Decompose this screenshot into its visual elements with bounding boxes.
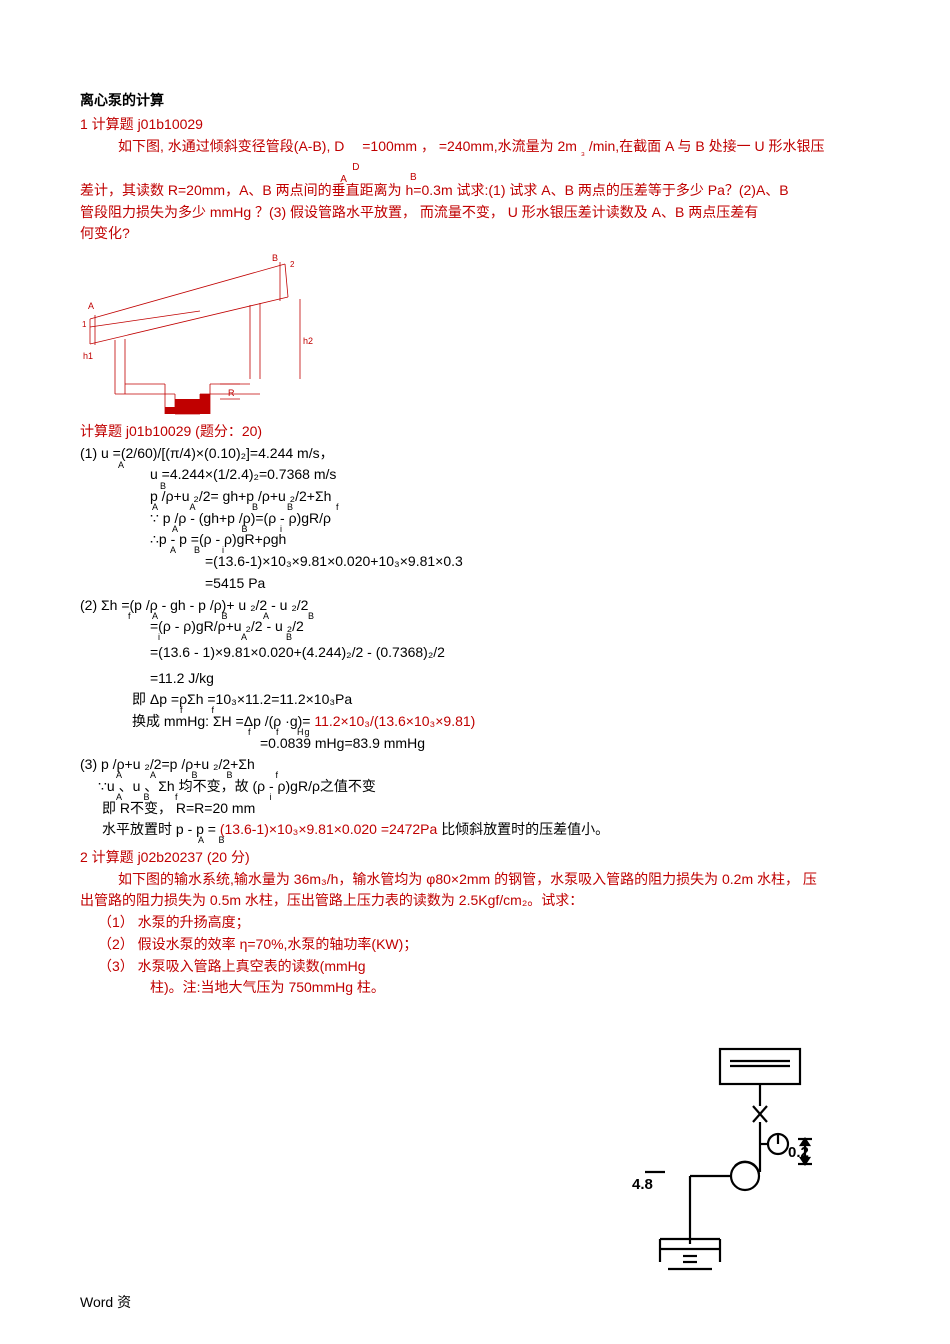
problem2-l5: （3） 水泵吸入管路上真空表的读数(mmHg xyxy=(80,956,870,978)
calc-l9-subs: i A B xyxy=(158,631,293,645)
calc-l3: p /ρ+u ₂/2= gh+p /ρ+u ₂/2+Σh A A B B f xyxy=(80,486,870,508)
p1-sub-D: D xyxy=(352,160,359,176)
calc-l9: =(ρ - ρ)gR/ρ+u ₂/2 - u ₂/2 i A B xyxy=(80,616,870,638)
p2-l1-text: 如下图的输水系统,输水量为 36m₃/h，输水管均为 φ80×2mm 的钢管，水… xyxy=(118,871,817,887)
calc-l13b-text: 11.2×10₃/(13.6×10₃×9.81) xyxy=(314,713,475,729)
svg-text:B: B xyxy=(272,253,278,263)
diagram-pipe-manometer: h1 h2 R A 1 2 B xyxy=(80,249,335,419)
svg-text:1: 1 xyxy=(82,320,87,329)
calc-l1: (1) u =(2/60)/[(π/4)×(0.10)₂]=4.244 m/s，… xyxy=(80,443,870,465)
calc-l4: ∵ p /ρ - (gh+p /ρ)=(ρ - ρ)gR/ρ A B i xyxy=(80,508,870,530)
p1-sub3-label: ₃ xyxy=(581,146,585,157)
diagram2-label-02: 0.2 xyxy=(788,1144,809,1161)
p1-sub-B: B xyxy=(410,170,417,186)
calc-l2: u =4.244×(1/2.4)₂=0.7368 m/s B xyxy=(80,464,870,486)
calc-l5: ∴p - p =(ρ - ρ)gR+ρgh A B i xyxy=(80,529,870,551)
calc-l13-subs: f f Hg xyxy=(248,726,311,740)
calc-l18: 水平放置时 p - p = (13.6-1)×10₃×9.81×0.020 =2… xyxy=(80,819,870,841)
svg-text:2: 2 xyxy=(290,260,295,269)
problem2-l4: （2） 假设水泵的效率 η=70%,水泵的轴功率(KW)； xyxy=(80,934,870,956)
problem2-l1: 如下图的输水系统,输水量为 36m₃/h，输水管均为 φ80×2mm 的钢管，水… xyxy=(80,869,870,891)
footer-text: Word 资 xyxy=(80,1292,131,1312)
svg-text:h2: h2 xyxy=(303,336,313,346)
calc-l10: =(13.6 - 1)×9.81×0.020+(4.244)₂/2 - (0.7… xyxy=(80,642,870,664)
p1-l2b: =100mm ， =240mm,水流量为 2m xyxy=(348,138,577,154)
svg-text:h1: h1 xyxy=(83,351,93,361)
calc-l12-text: 即 Δp =ρΣh =10₃×11.2=11.2×10₃Pa xyxy=(132,691,352,707)
calc-l15: (3) p /ρ+u ₂/2=p /ρ+u ₂/2+Σh A A B B f xyxy=(80,754,870,776)
calc-l8: (2) Σh =(p /ρ - gh - p /ρ)+ u ₂/2 - u ₂/… xyxy=(80,595,870,617)
svg-text:R: R xyxy=(228,388,235,398)
p1-sub-A: A xyxy=(340,172,347,188)
calc-l18b: (13.6-1)×10₃×9.81×0.020 =2472Pa xyxy=(220,821,441,837)
problem2-l3: （1） 水泵的升扬高度； xyxy=(80,912,870,934)
calc-header: 计算题 j01b10029 (题分：20) xyxy=(80,421,870,443)
calc-l12: 即 Δp =ρΣh =10₃×11.2=11.2×10₃Pa f f xyxy=(80,689,870,711)
calc-l16: ∵u 、u 、Σh 均不变，故 (ρ - ρ)gR/ρ之值不变 A B f i xyxy=(80,776,870,798)
problem2-header: 2 计算题 j02b20237 (20 分) xyxy=(80,847,870,869)
calc-l7: =5415 Pa xyxy=(80,573,870,595)
diagram2-label-48: 4.8 xyxy=(632,1176,653,1193)
calc-l18c: 比倾斜放置时的压差值小。 xyxy=(441,821,609,837)
problem1-line4: 管段阻力损失为多少 mmHg ？(3) 假设管路水平放置， 而流量不变， U 形… xyxy=(80,202,870,224)
calc-l16-subs: A B f i xyxy=(116,791,273,805)
p1-l2c: /min,在截面 A 与 B 处接一 U 形水银压 xyxy=(589,138,825,154)
p1-l2-text: 如下图, 水通过倾斜变径管段(A-B), D xyxy=(80,138,344,154)
problem1-id: 1 计算题 j01b10029 xyxy=(80,114,870,136)
calc-l14: =0.0839 mHg=83.9 mmHg xyxy=(80,733,870,755)
calc-l13: 换成 mmHg: ΣH =Δp /(ρ ·g)= 11.2×10₃/(13.6×… xyxy=(80,711,870,733)
problem2-l2: 出管路的阻力损失为 0.5m 水柱，压出管路上压力表的读数为 2.5Kgf/cm… xyxy=(80,890,870,912)
calc-l18-subs: A B xyxy=(198,834,226,848)
calc-l11: =11.2 J/kg xyxy=(80,668,870,690)
svg-text:A: A xyxy=(88,301,94,311)
calc-l2-text: u =4.244×(1/2.4)₂=0.7368 m/s xyxy=(150,466,336,482)
problem2-l6: 柱)。注:当地大气压为 750mmHg 柱。 xyxy=(80,977,870,999)
problem1-line2: 如下图, 水通过倾斜变径管段(A-B), D D A =100mm ， =240… xyxy=(80,136,870,160)
problem1-line5: 何变化? xyxy=(80,223,870,245)
diagram-pump-system: 0.2 4.8 xyxy=(590,1044,830,1274)
calc-l5-subs: A B i xyxy=(170,544,225,558)
section-title: 离心泵的计算 xyxy=(80,90,870,110)
problem1-line3: 差计，其读数 R=20mm，A、B 两点间的垂直距离为 h=0.3m 试求:(1… xyxy=(80,180,870,202)
